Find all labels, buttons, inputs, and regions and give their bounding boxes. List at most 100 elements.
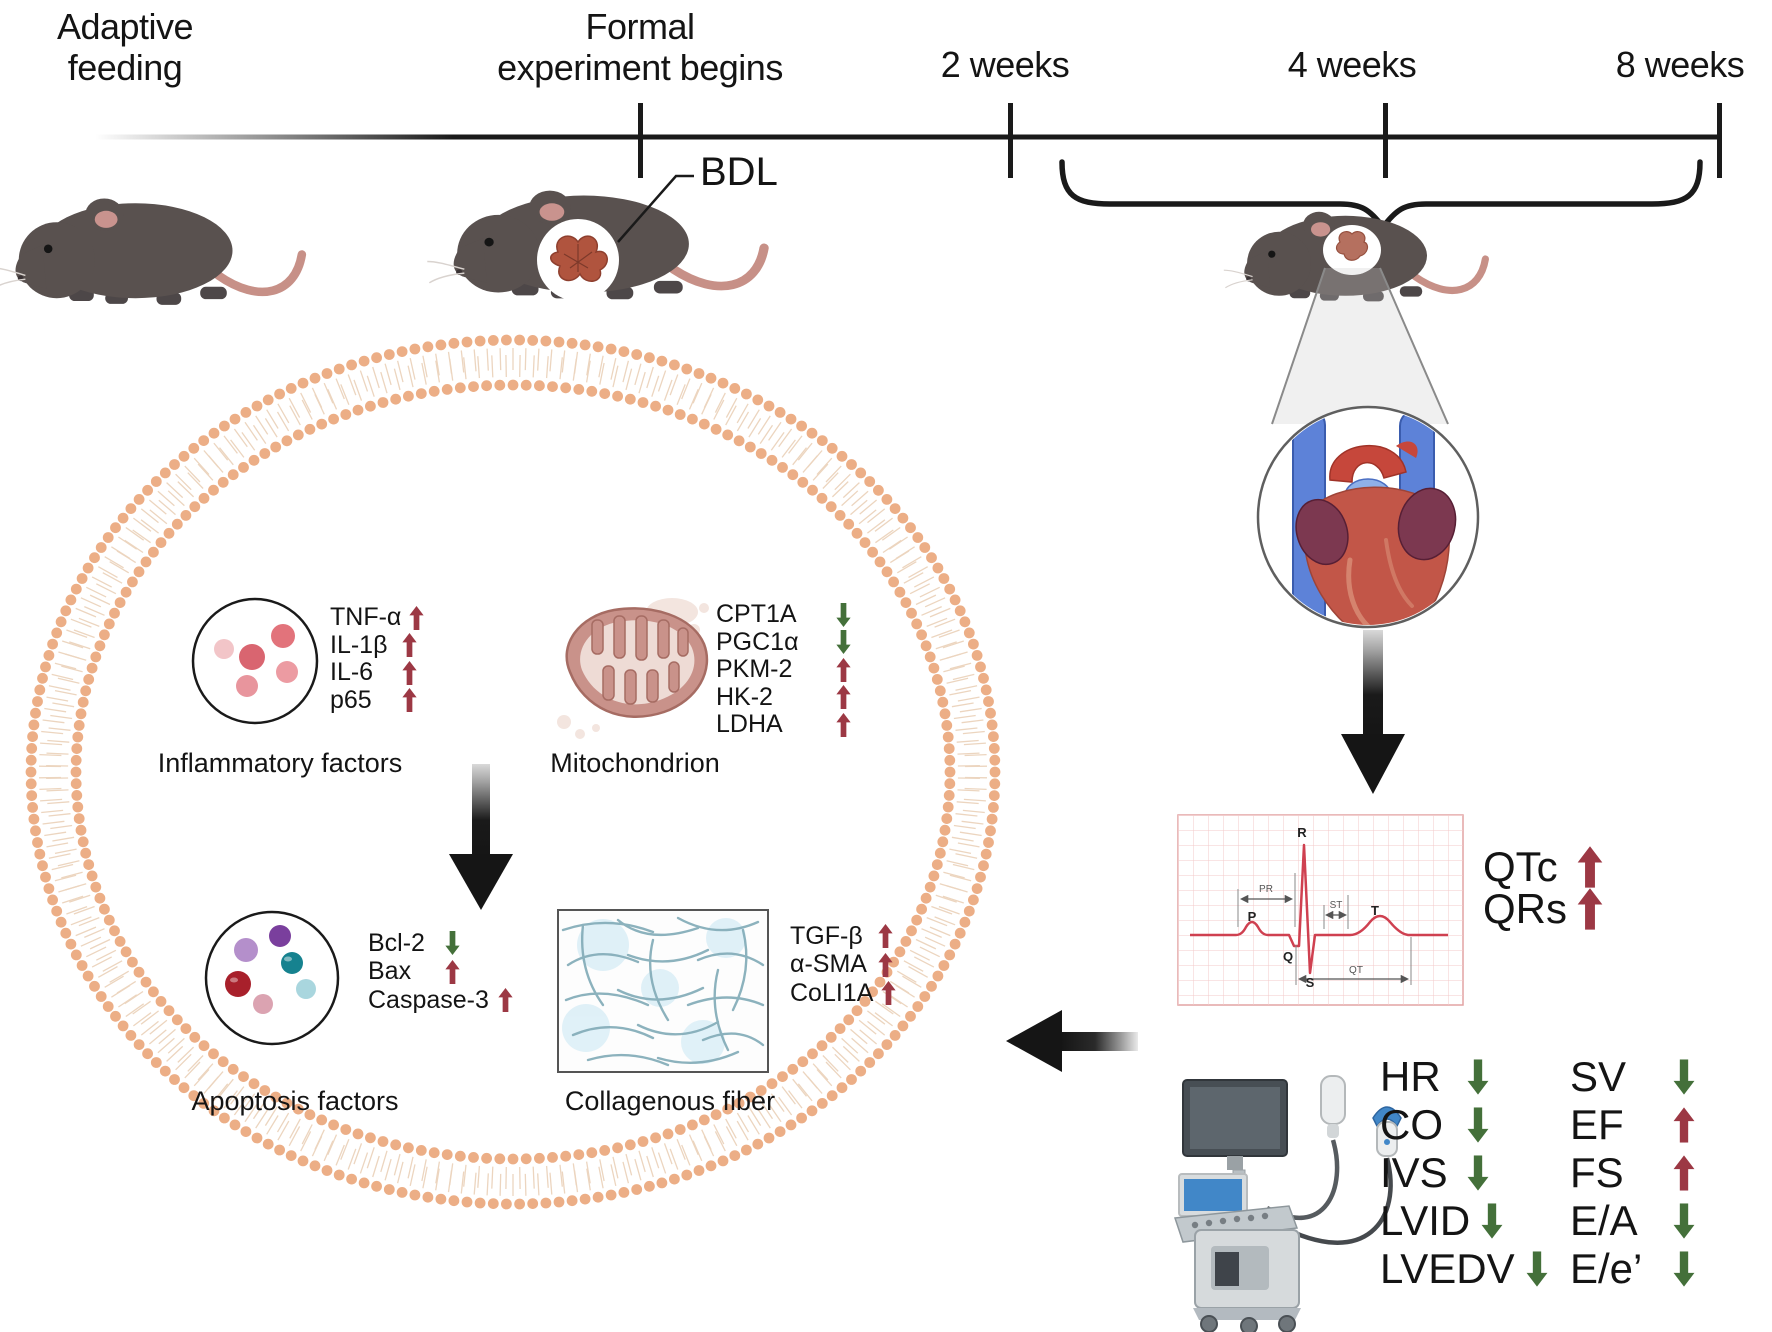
factor-label: CoLI1A	[790, 978, 874, 1007]
organ-icon	[1335, 230, 1369, 261]
list-item: TGF-β	[790, 922, 896, 951]
mouse-adaptive-feeding	[0, 198, 302, 304]
list-item: α-SMA	[790, 950, 896, 980]
trend-up-icon	[836, 684, 851, 710]
apoptosis-factors-icon	[204, 910, 340, 1046]
list-item: CoLI1A	[790, 979, 896, 1008]
list-item: FS	[1570, 1149, 1695, 1197]
trend-up-icon	[878, 952, 893, 978]
trend-down-icon	[1673, 1247, 1695, 1291]
inflammatory-factors-caption: Inflammatory factors	[157, 748, 403, 778]
factor-label: IL-1β	[330, 630, 388, 659]
echo-param-label: SV	[1570, 1053, 1627, 1100]
factor-label: HK-2	[716, 682, 773, 711]
trend-up-icon	[402, 632, 417, 658]
list-item: Caspase-3	[368, 986, 513, 1015]
trend-up-icon	[498, 987, 513, 1013]
ecg-panel: R P Q S T PR ST QT	[1177, 814, 1464, 1006]
ecg-readout-label: QTc	[1483, 843, 1558, 890]
list-item: IL-6	[330, 658, 424, 687]
trend-down-icon	[1467, 1055, 1489, 1099]
list-item: E/e’	[1570, 1245, 1695, 1293]
bdl-connector-line	[617, 174, 694, 243]
list-item: Bcl-2	[368, 929, 513, 958]
echo-param-label: IVS	[1380, 1149, 1448, 1196]
collagen-list: TGF-β α-SMA CoLI1A	[790, 922, 896, 1008]
timeline-brace	[1059, 159, 1703, 230]
ecg-wave-r: R	[1297, 825, 1307, 840]
ecg-wave-s: S	[1306, 975, 1315, 990]
trend-down-icon	[1673, 1199, 1695, 1243]
trend-down-icon	[1526, 1247, 1548, 1291]
echo-param-label: E/e’	[1570, 1245, 1643, 1292]
echo-param-label: CO	[1380, 1101, 1443, 1148]
trend-up-icon	[409, 605, 424, 631]
ecg-wave-t: T	[1371, 903, 1379, 918]
liver-icon	[550, 235, 608, 282]
factor-label: Caspase-3	[368, 985, 489, 1014]
ecg-interval-pr: PR	[1259, 884, 1273, 895]
factor-label: TNF-α	[330, 603, 402, 632]
list-item: PKM-2	[716, 655, 851, 684]
ecg-interval-qt: QT	[1349, 965, 1363, 976]
trend-up-icon	[1673, 1103, 1695, 1147]
list-item: QTc	[1483, 843, 1603, 890]
trend-up-icon	[402, 687, 417, 713]
ecg-readouts: QTc QRs	[1483, 843, 1603, 932]
cell-membrane-bilayer	[25, 334, 1001, 1210]
apoptosis-factors-list: Bcl-2 Bax Caspase-3	[368, 929, 513, 1015]
ecg-trace	[1190, 843, 1448, 975]
linear-probe-icon	[1320, 1075, 1346, 1138]
echo-param-label: LVID	[1380, 1197, 1471, 1244]
trend-up-icon	[1673, 1151, 1695, 1195]
mouse-bdl	[427, 174, 764, 301]
list-item: TNF-α	[330, 603, 424, 632]
echo-param-label: EF	[1570, 1101, 1624, 1148]
factor-label: p65	[330, 685, 372, 714]
list-item: Bax	[368, 957, 513, 987]
factor-label: α-SMA	[790, 950, 867, 979]
list-item: p65	[330, 685, 424, 715]
collagenous-fiber-icon	[557, 909, 769, 1073]
arrow-cell-cascade	[449, 764, 513, 910]
ecg-interval-st: ST	[1330, 900, 1343, 911]
trend-up-icon	[881, 980, 896, 1006]
trend-down-icon	[1467, 1151, 1489, 1195]
timeline-label-2-weeks: 2 weeks	[940, 44, 1070, 85]
magnifier-cone	[1271, 267, 1449, 425]
trend-down-icon	[1467, 1103, 1489, 1147]
mouse-followup	[1224, 212, 1486, 302]
list-item: PGC1α	[716, 627, 851, 657]
list-item: CPT1A	[716, 600, 851, 629]
factor-label: CPT1A	[716, 600, 797, 629]
echo-param-label: FS	[1570, 1149, 1624, 1196]
ecg-wave-p: P	[1248, 909, 1257, 924]
list-item: QRs	[1483, 885, 1603, 932]
factor-label: Bcl-2	[368, 928, 425, 957]
echo-param-label: E/A	[1570, 1197, 1638, 1244]
bdl-label: BDL	[700, 150, 778, 194]
list-item: E/A	[1570, 1197, 1695, 1245]
trend-down-icon	[1481, 1199, 1503, 1243]
ultrasound-machine-icon	[1173, 1075, 1402, 1332]
list-item: HK-2	[716, 682, 851, 712]
factor-label: IL-6	[330, 658, 374, 687]
list-item: SV	[1570, 1053, 1695, 1101]
mitochondrion-icon	[557, 598, 709, 739]
timeline-label-formal-experiment: Formal experiment begins	[497, 6, 783, 89]
echo-param-label: HR	[1380, 1053, 1441, 1100]
factor-label: PGC1α	[716, 627, 799, 656]
echo-params-column-1: HR CO IVS LVID LVEDV	[1380, 1053, 1548, 1293]
trend-down-icon	[836, 602, 851, 628]
factor-label: TGF-β	[790, 921, 863, 950]
ecg-readout-label: QRs	[1483, 885, 1567, 932]
timeline-axis	[95, 103, 1722, 178]
trend-up-icon	[1577, 884, 1603, 934]
trend-down-icon	[1673, 1055, 1695, 1099]
timeline-label-8-weeks: 8 weeks	[1615, 44, 1745, 85]
mitochondrion-caption: Mitochondrion	[550, 748, 720, 778]
echo-param-label: LVEDV	[1380, 1245, 1515, 1292]
collagen-caption: Collagenous fiber	[564, 1086, 776, 1116]
